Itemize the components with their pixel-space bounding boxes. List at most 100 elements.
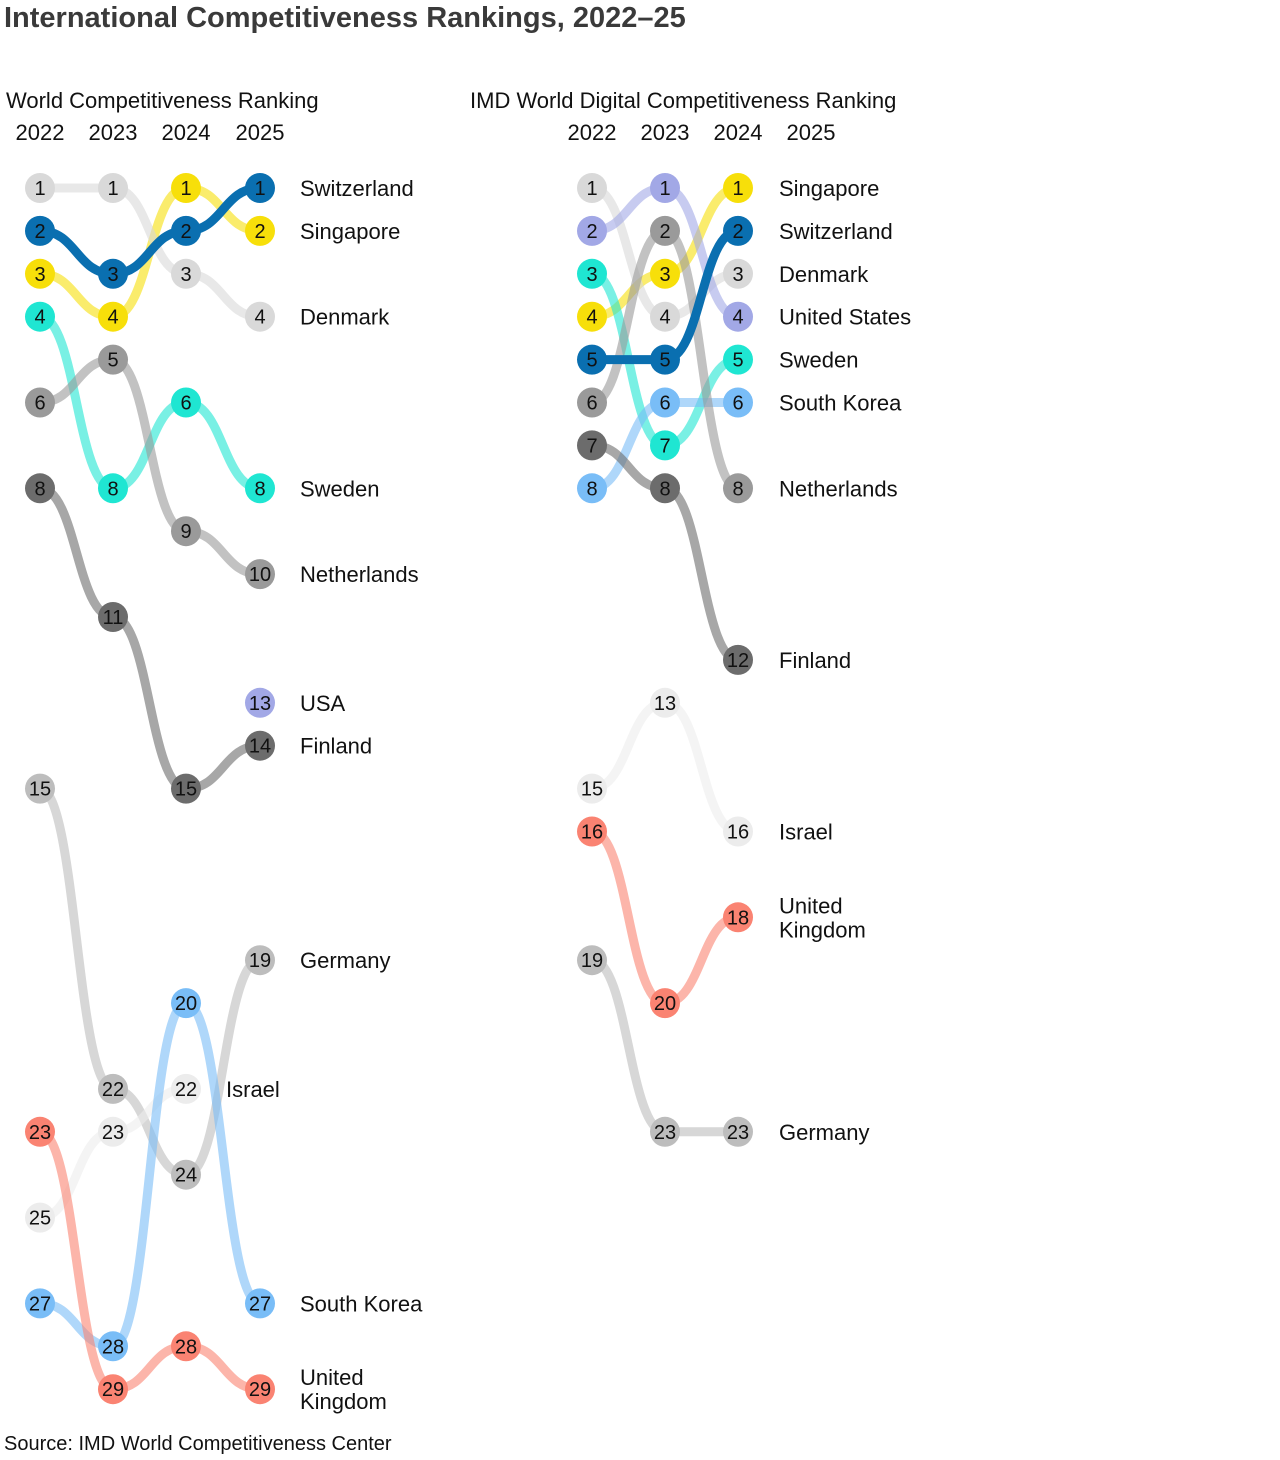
rank-label: 8 [34, 478, 45, 500]
lines [35, 183, 265, 1394]
rank-marker [25, 1116, 55, 1147]
series-label: USA [300, 691, 346, 716]
rank-label: 28 [102, 1336, 124, 1358]
year-label: 2023 [641, 120, 690, 145]
rank-label: 28 [175, 1336, 197, 1358]
rank-marker [577, 301, 607, 332]
rank-marker [577, 173, 607, 203]
rank-label: 23 [29, 1122, 51, 1144]
rank-marker [171, 1331, 201, 1362]
rank-label: 22 [175, 1079, 197, 1101]
rank-label: 2 [586, 221, 597, 243]
rank-label: 19 [581, 950, 603, 972]
series-label: South Korea [779, 391, 902, 416]
series-label: Germany [300, 948, 390, 973]
year-label: 2025 [236, 120, 285, 145]
series-label: Sweden [300, 476, 380, 501]
rank-marker [723, 301, 753, 332]
year-label: 2022 [568, 120, 617, 145]
rank-label: 1 [34, 178, 45, 200]
rank-marker [171, 1159, 201, 1190]
rank-label: 8 [659, 478, 670, 500]
rank-marker [245, 173, 275, 203]
rank-marker [98, 301, 128, 332]
series-line-united-kingdom [660, 912, 743, 1008]
series-label: Singapore [779, 176, 879, 201]
rank-label: 2 [34, 221, 45, 243]
rank-label: 15 [581, 779, 603, 801]
rank-label: 27 [249, 1293, 271, 1315]
rank-label: 7 [586, 435, 597, 457]
rank-label: 3 [107, 264, 118, 286]
rank-marker [245, 559, 275, 590]
rank-marker [245, 1374, 275, 1405]
rank-marker [245, 301, 275, 332]
rank-marker [245, 215, 275, 246]
rank-marker [98, 602, 128, 632]
series-label: Sweden [779, 348, 859, 373]
rank-label: 2 [180, 221, 191, 243]
series-line-netherlands [108, 355, 191, 536]
rank-label: 4 [34, 307, 45, 329]
series-label: United Kingdom [300, 1365, 387, 1414]
rank-marker [98, 1331, 128, 1362]
rank-marker [171, 773, 201, 804]
series-label: Finland [779, 648, 851, 673]
rank-label: 3 [586, 264, 597, 286]
rank-marker [25, 215, 55, 246]
rank-marker [25, 258, 55, 289]
rank-marker [723, 387, 753, 418]
rank-label: 1 [180, 178, 191, 200]
year-label: 2023 [89, 120, 138, 145]
series-label: South Korea [300, 1291, 423, 1316]
rank-label: 2 [254, 221, 265, 243]
rank-marker [577, 430, 607, 461]
rank-label: 2 [659, 221, 670, 243]
rank-label: 5 [586, 350, 597, 372]
series-label: Denmark [300, 305, 390, 330]
rank-marker [650, 430, 680, 461]
rank-label: 16 [727, 822, 749, 844]
rank-label: 8 [254, 478, 265, 500]
rank-label: 2 [732, 221, 743, 243]
rank-label: 16 [581, 822, 603, 844]
rank-marker [650, 473, 680, 504]
series-line-finland [35, 483, 118, 622]
rank-label: 10 [249, 564, 271, 586]
rank-label: 5 [732, 350, 743, 372]
series-line-united-kingdom [35, 1127, 118, 1394]
rank-label: 4 [659, 307, 670, 329]
rank-marker [650, 687, 680, 718]
rank-label: 3 [659, 264, 670, 286]
year-label: 2024 [162, 120, 211, 145]
rank-label: 25 [29, 1208, 51, 1230]
rank-label: 12 [727, 650, 749, 672]
rank-marker [25, 173, 55, 203]
rank-label: 19 [249, 950, 271, 972]
series-line-sweden [181, 398, 265, 493]
rank-marker [171, 988, 201, 1019]
rank-label: 4 [254, 307, 265, 329]
year-label: 2022 [16, 120, 65, 145]
rank-marker [650, 258, 680, 289]
rank-label: 14 [249, 736, 271, 758]
series-line-finland [108, 612, 191, 794]
rank-marker [577, 945, 607, 976]
rank-label: 3 [732, 264, 743, 286]
rank-marker [25, 387, 55, 418]
rank-marker [98, 1116, 128, 1147]
rank-label: 13 [654, 693, 676, 715]
series-label: Netherlands [779, 476, 898, 501]
rank-label: 11 [103, 607, 124, 629]
rank-label: 1 [732, 178, 743, 200]
series-label: Denmark [779, 262, 869, 287]
series-line-united-kingdom [587, 827, 670, 1008]
series-label: Israel [779, 820, 833, 845]
series-line-germany [35, 784, 118, 1094]
rank-label: 6 [180, 393, 191, 415]
rank-label: 6 [732, 393, 743, 415]
series-line-south-korea [108, 998, 191, 1351]
rank-label: 1 [107, 178, 118, 200]
